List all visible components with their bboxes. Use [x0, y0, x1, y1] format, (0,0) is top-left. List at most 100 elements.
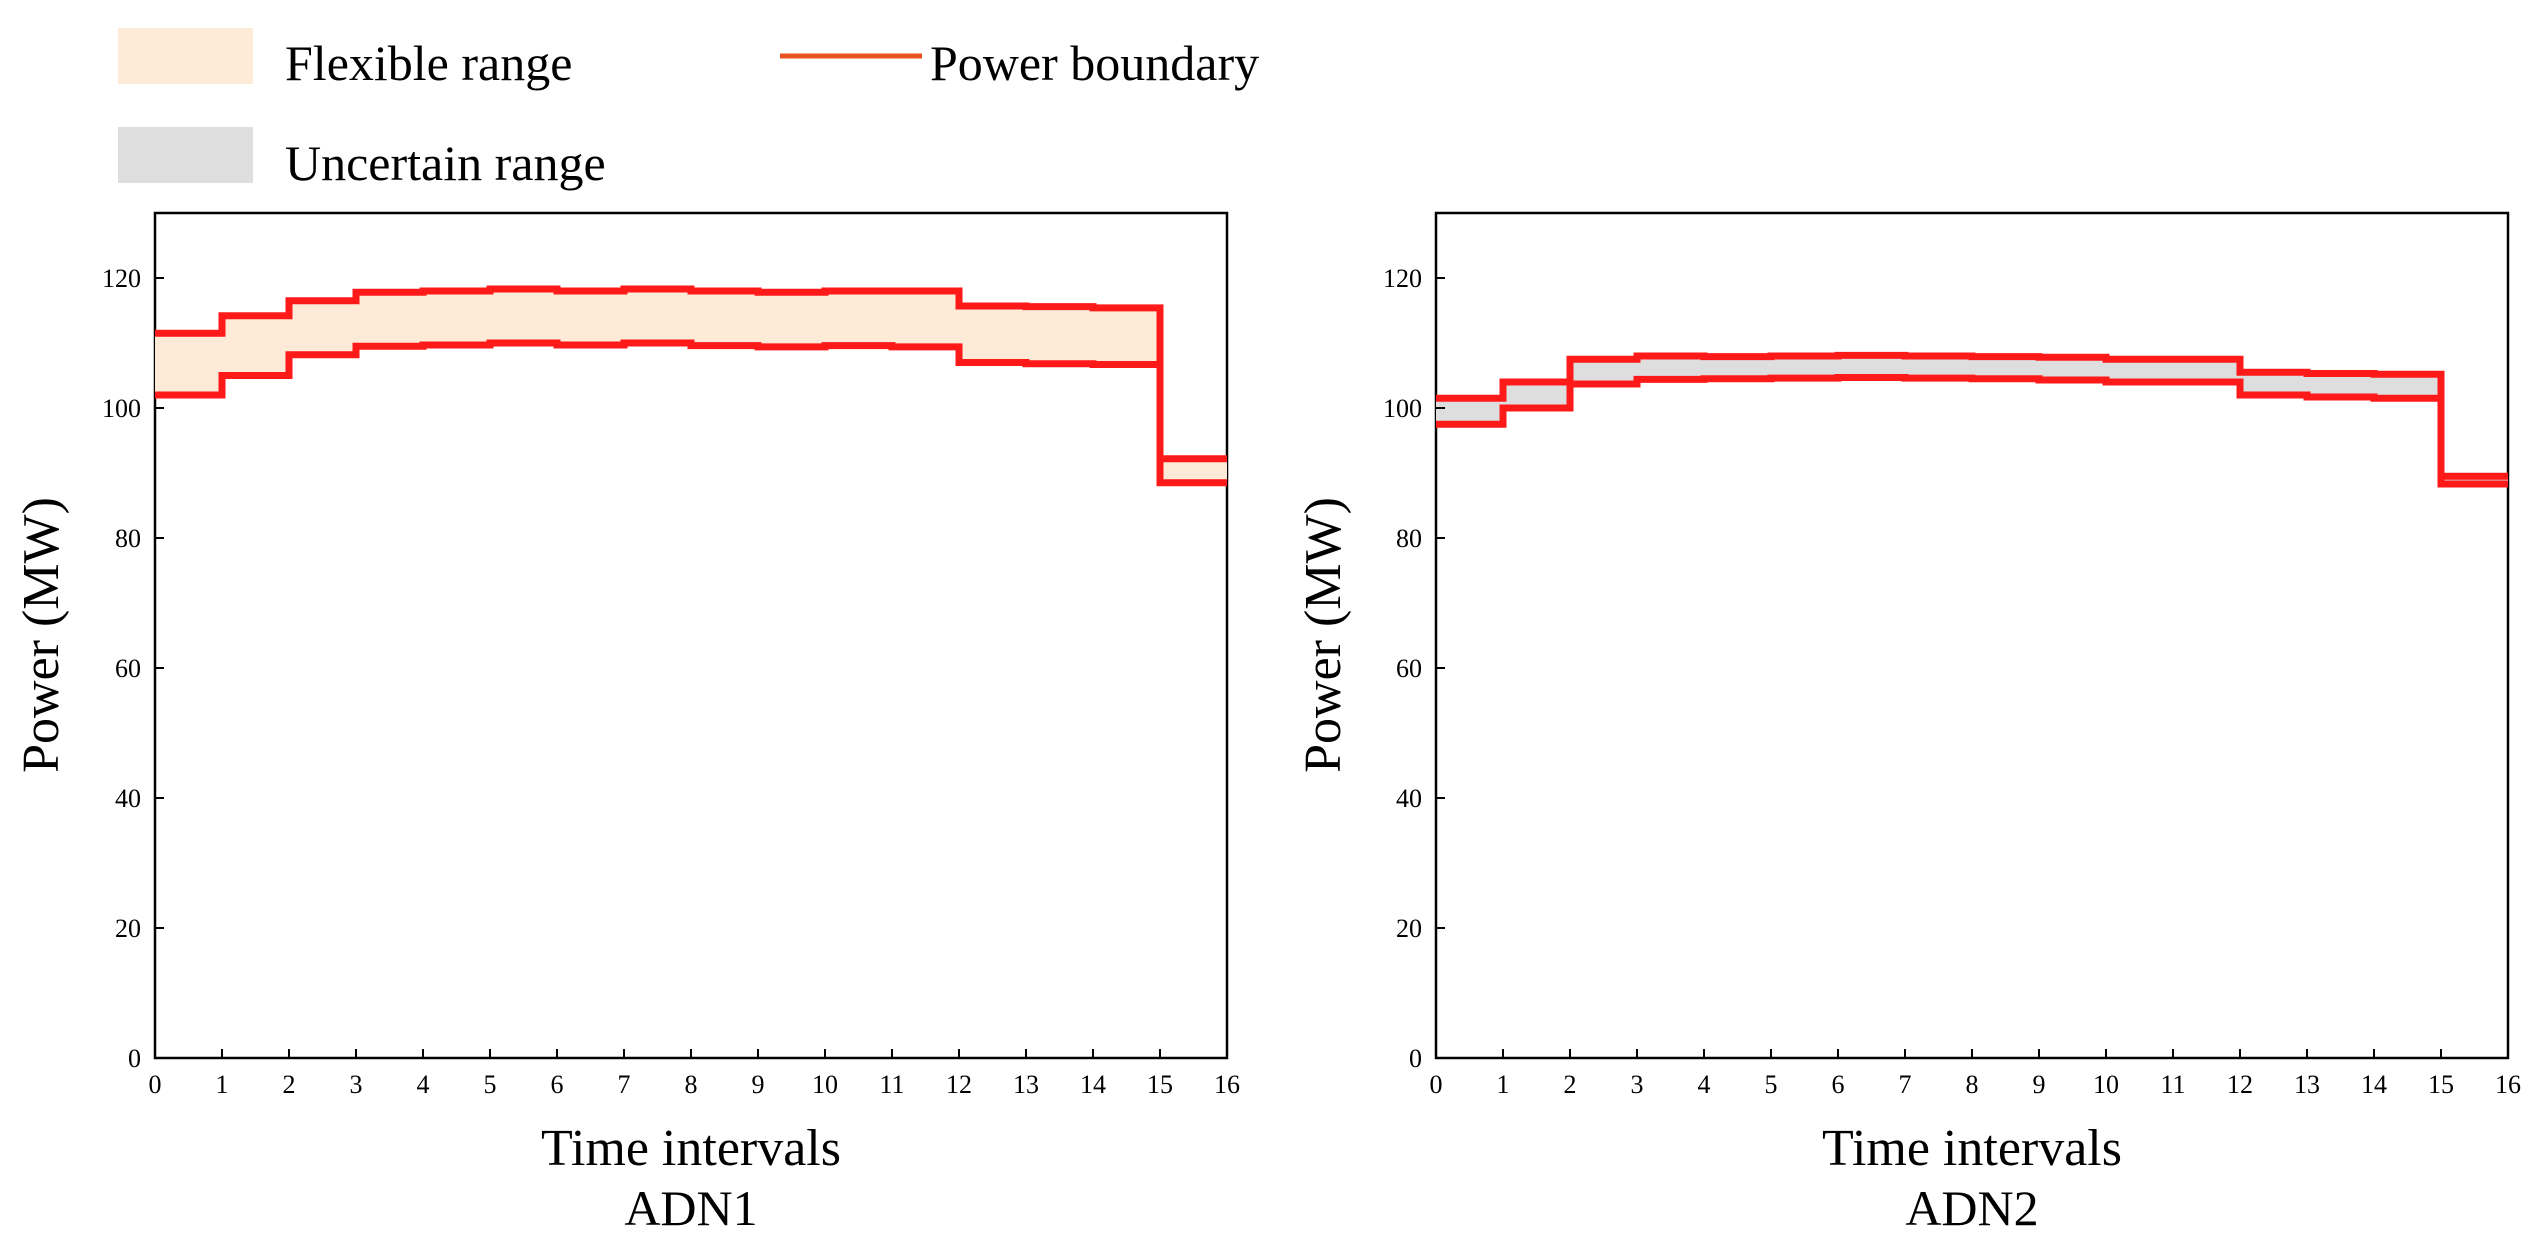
x-tick-label-adn1-1: 1: [216, 1070, 229, 1099]
x-tick-label-adn1-5: 5: [484, 1070, 497, 1099]
y-tick-label-adn2-80: 80: [1396, 524, 1422, 553]
xlabel-adn2: Time intervals: [1822, 1120, 2122, 1177]
y-tick-label-adn2-120: 120: [1383, 264, 1422, 293]
x-tick-label-adn2-14: 14: [2361, 1070, 2387, 1099]
band-segment-adn2-8: [1972, 356, 2039, 379]
band-segment-adn2-14: [2374, 374, 2441, 399]
y-tick-label-adn2-0: 0: [1409, 1044, 1422, 1073]
x-tick-label-adn2-10: 10: [2093, 1070, 2119, 1099]
legend: Flexible range Power boundary Uncertain …: [118, 28, 1259, 191]
band-segment-adn1-15: [1160, 458, 1227, 483]
xlabel-adn1: Time intervals: [541, 1120, 841, 1177]
band-segment-adn2-1: [1503, 382, 1570, 408]
x-tick-label-adn1-2: 2: [283, 1070, 296, 1099]
title-adn1: ADN1: [624, 1180, 757, 1236]
band-segment-adn1-10: [825, 291, 892, 346]
band-segment-adn1-7: [624, 289, 691, 343]
x-tick-label-adn1-3: 3: [350, 1070, 363, 1099]
band-segment-adn2-6: [1838, 355, 1905, 378]
band-segment-adn1-3: [356, 292, 423, 347]
x-tick-label-adn2-0: 0: [1430, 1070, 1443, 1099]
band-segment-adn2-9: [2039, 357, 2106, 381]
band-segment-adn2-0: [1436, 398, 1503, 425]
x-tick-label-adn1-0: 0: [149, 1070, 162, 1099]
legend-uncertain-swatch: [118, 127, 253, 183]
x-tick-label-adn1-6: 6: [551, 1070, 564, 1099]
y-tick-label-adn2-40: 40: [1396, 784, 1422, 813]
upper-boundary-line-adn1: [155, 285, 1227, 463]
band-segment-adn1-4: [423, 291, 490, 345]
y-tick-label-adn1-20: 20: [115, 914, 141, 943]
x-tick-label-adn1-15: 15: [1147, 1070, 1173, 1099]
y-tick-label-adn2-100: 100: [1383, 394, 1422, 423]
legend-flexible-swatch: [118, 28, 253, 84]
band-segment-adn1-12: [959, 305, 1026, 363]
band-segment-adn1-13: [1026, 306, 1093, 364]
lower-boundary-line-adn1: [155, 339, 1227, 487]
x-tick-label-adn1-10: 10: [812, 1070, 838, 1099]
x-tick-label-adn2-12: 12: [2227, 1070, 2253, 1099]
x-tick-label-adn1-14: 14: [1080, 1070, 1106, 1099]
x-tick-label-adn2-11: 11: [2160, 1070, 2185, 1099]
band-segment-adn1-6: [557, 291, 624, 345]
band-segment-adn2-11: [2173, 359, 2240, 382]
band-segment-adn2-10: [2106, 359, 2173, 382]
x-tick-label-adn1-4: 4: [417, 1070, 430, 1099]
band-segment-adn1-14: [1093, 307, 1160, 365]
y-tick-label-adn1-80: 80: [115, 524, 141, 553]
x-tick-label-adn2-9: 9: [2033, 1070, 2046, 1099]
ylabel-adn1: Power (MW): [13, 497, 70, 773]
x-tick-label-adn2-6: 6: [1832, 1070, 1845, 1099]
x-tick-label-adn1-9: 9: [752, 1070, 765, 1099]
x-tick-label-adn1-16: 16: [1214, 1070, 1240, 1099]
x-tick-label-adn2-8: 8: [1966, 1070, 1979, 1099]
band-segment-adn1-5: [490, 289, 557, 343]
legend-uncertain-label: Uncertain range: [285, 135, 606, 191]
legend-boundary-label: Power boundary: [930, 35, 1259, 91]
x-tick-label-adn2-2: 2: [1564, 1070, 1577, 1099]
legend-flexible-label: Flexible range: [285, 35, 572, 91]
band-segment-adn2-7: [1905, 356, 1972, 379]
ylabel-adn2: Power (MW): [1295, 497, 1352, 773]
band-segment-adn1-8: [691, 291, 758, 346]
title-adn2: ADN2: [1905, 1180, 2038, 1236]
band-segment-adn2-4: [1704, 356, 1771, 379]
x-tick-label-adn1-13: 13: [1013, 1070, 1039, 1099]
x-tick-label-adn2-16: 16: [2495, 1070, 2521, 1099]
y-tick-label-adn1-0: 0: [128, 1044, 141, 1073]
lower-boundary-line-adn2: [1436, 373, 2508, 488]
x-tick-label-adn2-5: 5: [1765, 1070, 1778, 1099]
subplot-adn1: 0 1 2 3 4 5 6 7 8 9 10 11 12 13 14 15 16020406080100120 …: [13, 211, 1240, 1236]
band-segment-adn2-5: [1771, 356, 1838, 379]
y-tick-label-adn1-40: 40: [115, 784, 141, 813]
x-tick-label-adn2-13: 13: [2294, 1070, 2320, 1099]
x-tick-label-adn1-8: 8: [685, 1070, 698, 1099]
band-segment-adn1-1: [222, 315, 289, 376]
x-tick-label-adn2-4: 4: [1698, 1070, 1711, 1099]
band-segment-adn2-15: [2441, 476, 2508, 485]
subplot-adn2: 0 1 2 3 4 5 6 7 8 9 10 11 12 13 14 15 16020406080100120 …: [1295, 211, 2521, 1236]
y-tick-label-adn2-20: 20: [1396, 914, 1422, 943]
x-tick-label-adn1-12: 12: [946, 1070, 972, 1099]
band-segment-adn2-3: [1637, 356, 1704, 380]
band-segment-adn2-2: [1570, 359, 1637, 384]
x-tick-label-adn2-1: 1: [1497, 1070, 1510, 1099]
band-segment-adn1-0: [155, 333, 222, 395]
x-tick-label-adn1-7: 7: [618, 1070, 631, 1099]
band-segment-adn2-12: [2240, 372, 2307, 395]
band-segment-adn1-11: [892, 291, 959, 347]
y-tick-label-adn2-60: 60: [1396, 654, 1422, 683]
x-tick-label-adn1-11: 11: [879, 1070, 904, 1099]
band-segment-adn1-9: [758, 292, 825, 347]
x-tick-label-adn2-7: 7: [1899, 1070, 1912, 1099]
band-segment-adn1-2: [289, 300, 356, 355]
y-tick-label-adn1-100: 100: [102, 394, 141, 423]
y-tick-label-adn1-60: 60: [115, 654, 141, 683]
upper-boundary-line-adn2: [1436, 351, 2508, 480]
y-tick-label-adn1-120: 120: [102, 264, 141, 293]
plot-area-adn2: [1434, 211, 2510, 1060]
band-segment-adn2-13: [2307, 373, 2374, 397]
x-tick-label-adn2-3: 3: [1631, 1070, 1644, 1099]
x-tick-label-adn2-15: 15: [2428, 1070, 2454, 1099]
